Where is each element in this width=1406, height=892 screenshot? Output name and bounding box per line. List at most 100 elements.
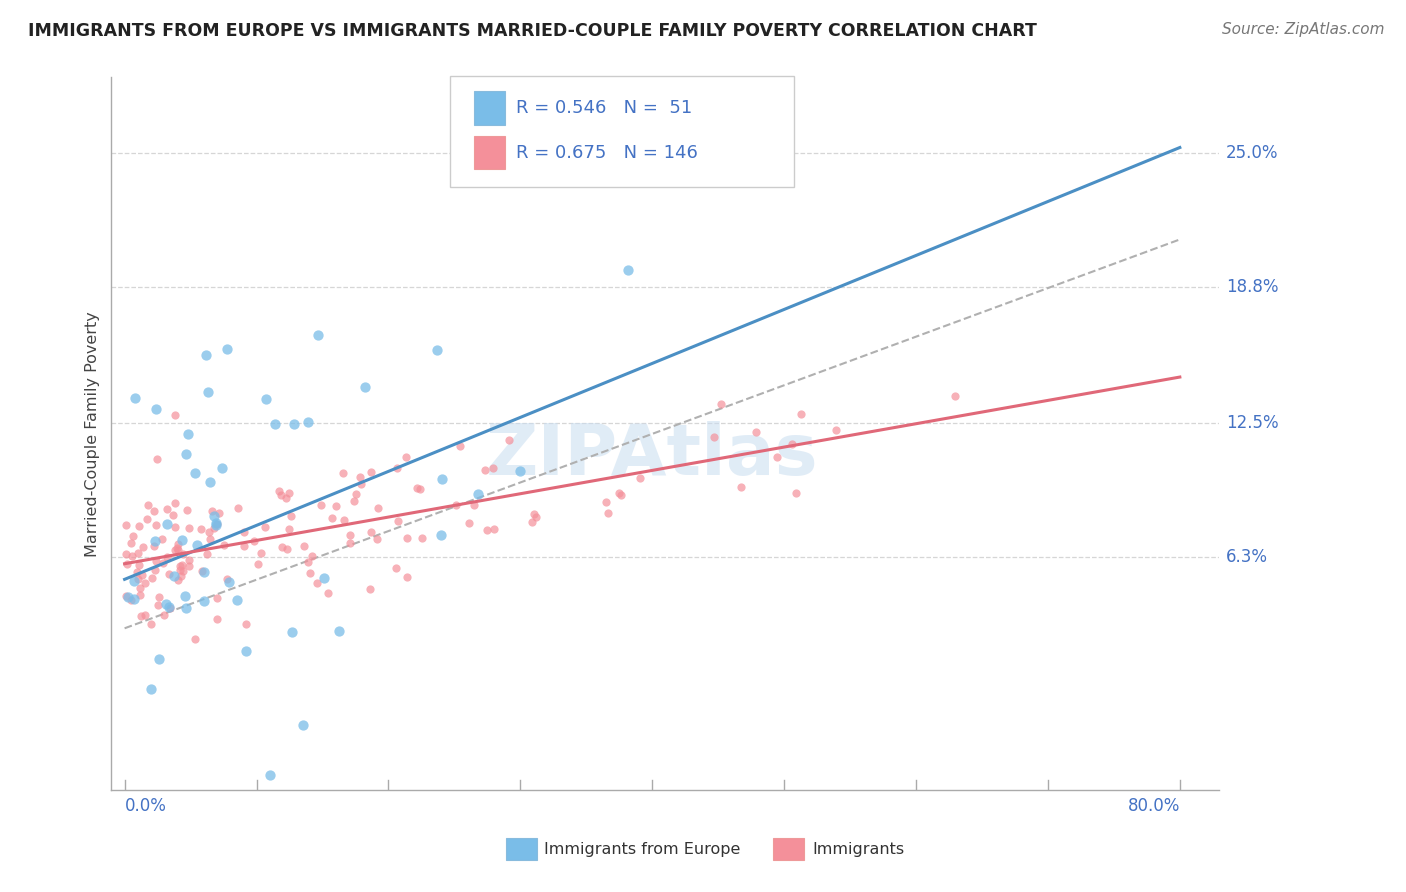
- Point: [176, 503, 198, 517]
- Point: [124, 574, 146, 589]
- Text: 0.0%: 0.0%: [125, 797, 166, 814]
- Point: [463, 498, 485, 512]
- Point: [184, 632, 207, 646]
- Point: [610, 488, 633, 502]
- Point: [710, 397, 733, 411]
- Point: [145, 402, 167, 417]
- Point: [444, 498, 467, 512]
- Point: [825, 423, 848, 437]
- Point: [169, 563, 191, 577]
- Point: [127, 572, 149, 586]
- Text: R = 0.675   N = 146: R = 0.675 N = 146: [516, 144, 697, 161]
- Point: [143, 539, 166, 553]
- Point: [193, 594, 215, 608]
- Point: [121, 549, 143, 563]
- Text: 6.3%: 6.3%: [1226, 548, 1268, 566]
- Point: [395, 450, 418, 464]
- Point: [360, 465, 382, 479]
- Point: [162, 508, 184, 522]
- Point: [190, 523, 212, 537]
- Point: [170, 533, 193, 547]
- Point: [174, 601, 197, 615]
- Point: [475, 524, 498, 538]
- Point: [129, 608, 152, 623]
- Point: [202, 508, 225, 523]
- Point: [349, 470, 371, 484]
- Point: [270, 540, 292, 554]
- Point: [524, 509, 547, 524]
- Text: Immigrants: Immigrants: [813, 842, 905, 856]
- Point: [305, 576, 328, 591]
- Point: [314, 571, 336, 585]
- Point: [225, 593, 247, 607]
- Point: [283, 417, 305, 431]
- Text: Immigrants from Europe: Immigrants from Europe: [544, 842, 741, 856]
- Point: [166, 541, 188, 556]
- Point: [780, 437, 803, 451]
- Point: [207, 612, 229, 626]
- Point: [299, 566, 322, 581]
- Point: [125, 565, 148, 579]
- Point: [212, 538, 235, 552]
- Point: [328, 624, 350, 638]
- Point: [208, 507, 231, 521]
- Point: [344, 486, 367, 500]
- Point: [766, 450, 789, 464]
- Point: [233, 524, 256, 539]
- Point: [292, 539, 315, 553]
- Point: [411, 531, 433, 545]
- Point: [617, 262, 640, 277]
- Point: [157, 566, 180, 581]
- Point: [449, 439, 471, 453]
- Point: [339, 536, 361, 550]
- Point: [484, 523, 506, 537]
- Point: [172, 564, 194, 578]
- Point: [170, 568, 193, 582]
- Point: [145, 517, 167, 532]
- Point: [143, 534, 166, 549]
- Point: [146, 452, 169, 467]
- Point: [148, 590, 170, 604]
- Point: [198, 533, 221, 547]
- Point: [191, 564, 214, 578]
- Point: [785, 486, 807, 500]
- Point: [353, 380, 375, 394]
- Point: [277, 522, 299, 536]
- Point: [254, 392, 277, 406]
- Point: [523, 507, 546, 521]
- Point: [430, 472, 453, 486]
- Point: [406, 481, 429, 495]
- Point: [387, 461, 409, 475]
- Point: [281, 624, 304, 639]
- Point: [243, 533, 266, 548]
- Point: [150, 533, 173, 547]
- Point: [173, 589, 195, 603]
- Point: [136, 512, 159, 526]
- Point: [387, 514, 409, 528]
- Point: [598, 506, 620, 520]
- Point: [205, 591, 228, 606]
- Point: [267, 484, 290, 499]
- Point: [127, 546, 149, 560]
- Point: [145, 554, 167, 568]
- Point: [321, 511, 343, 525]
- Point: [167, 573, 190, 587]
- Point: [211, 461, 233, 475]
- Point: [247, 557, 270, 571]
- Point: [172, 547, 194, 561]
- Point: [426, 343, 449, 357]
- Point: [509, 464, 531, 478]
- Point: [134, 607, 156, 622]
- Point: [467, 487, 489, 501]
- Point: [139, 616, 162, 631]
- Point: [297, 415, 319, 429]
- Point: [117, 590, 139, 604]
- Point: [148, 652, 170, 666]
- Point: [186, 538, 208, 552]
- Point: [359, 582, 381, 596]
- Point: [198, 525, 221, 540]
- Point: [457, 516, 479, 530]
- Point: [482, 461, 505, 475]
- Point: [134, 576, 156, 591]
- Point: [332, 466, 354, 480]
